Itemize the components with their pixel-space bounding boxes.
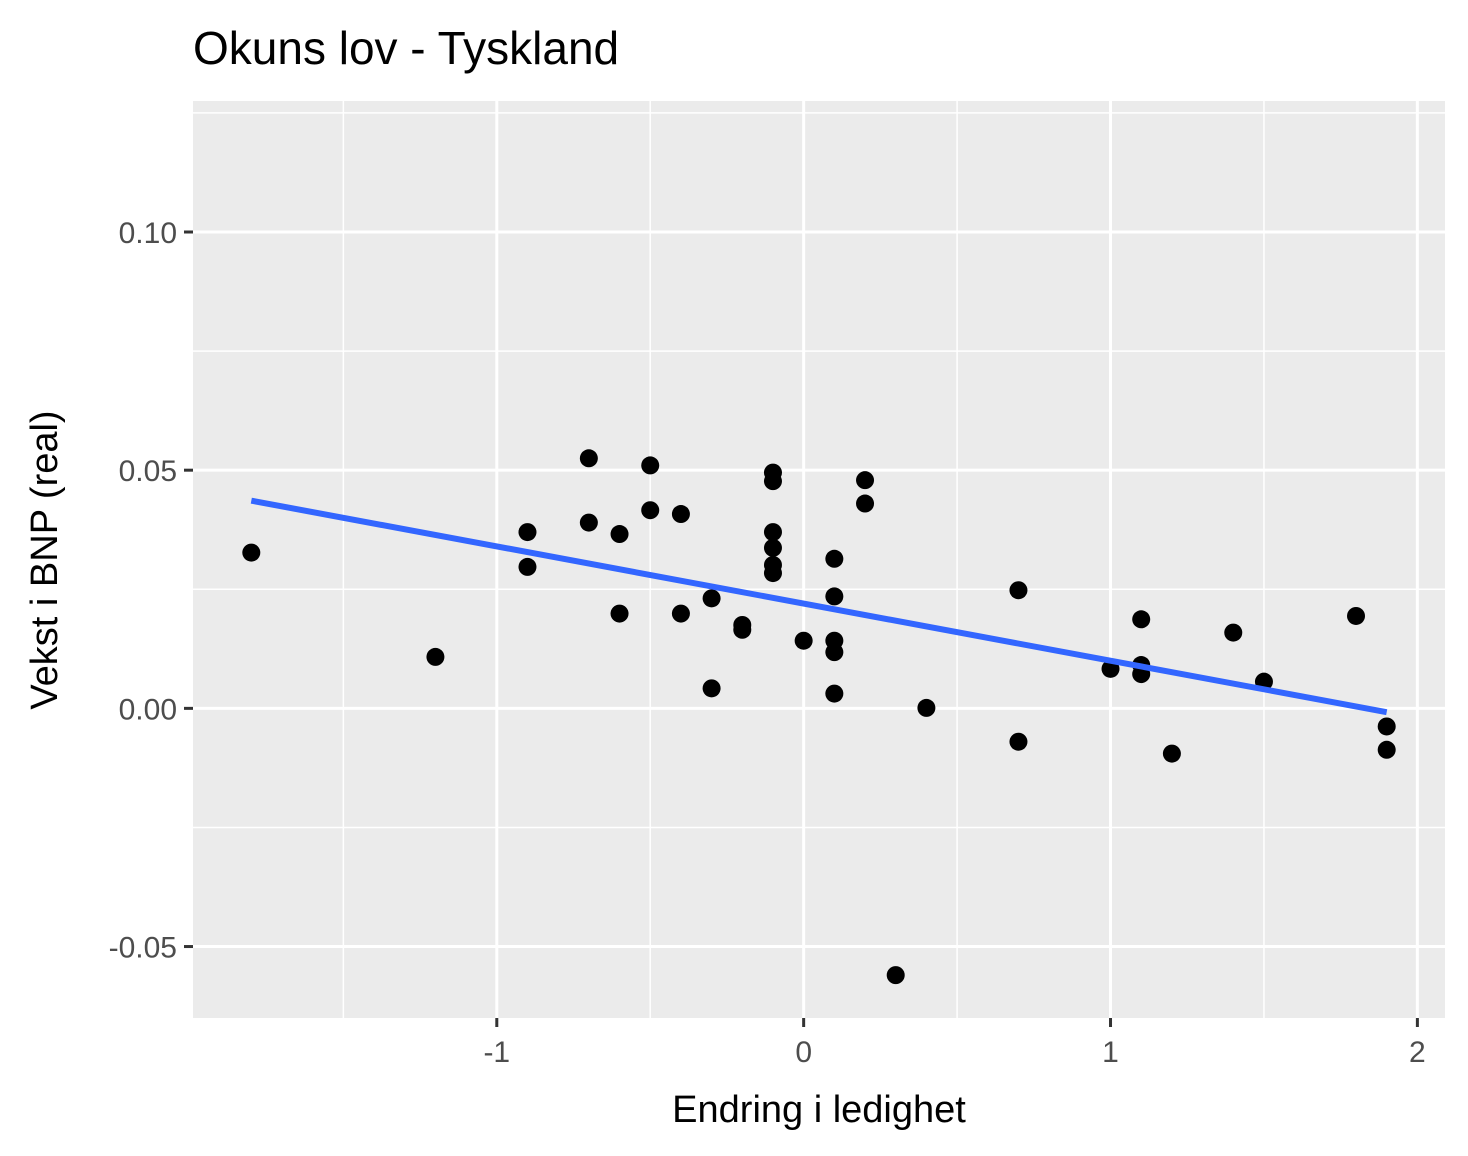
data-point — [917, 698, 936, 717]
regression-line — [250, 497, 1388, 716]
data-point — [763, 472, 782, 491]
y-tick-label: -0.05 — [109, 932, 177, 965]
data-point — [671, 604, 690, 623]
data-point — [763, 564, 782, 583]
data-point — [518, 523, 537, 542]
grid-major — [193, 101, 1445, 1018]
data-point — [1009, 581, 1028, 600]
data-point — [641, 456, 660, 475]
x-tick-label: -1 — [483, 1036, 510, 1069]
data-point — [702, 679, 721, 698]
data-point — [825, 684, 844, 703]
data-point — [1162, 744, 1181, 763]
data-point — [610, 604, 629, 623]
data-point — [886, 966, 905, 985]
chart-title: Okuns lov - Tyskland — [193, 22, 619, 74]
x-axis-title: Endring i ledighet — [672, 1089, 966, 1131]
y-tick-label: 0.10 — [119, 217, 177, 250]
data-point — [856, 494, 875, 513]
data-point — [702, 589, 721, 608]
data-point — [579, 449, 598, 468]
data-point — [610, 525, 629, 544]
data-point — [763, 523, 782, 542]
data-point — [825, 549, 844, 568]
x-tick-label: 1 — [1102, 1036, 1119, 1069]
y-axis-title: Vekst i BNP (real) — [24, 410, 66, 709]
data-point — [1224, 623, 1243, 642]
data-point — [825, 587, 844, 606]
panel-background — [193, 101, 1445, 1018]
data-point — [856, 471, 875, 490]
data-point — [763, 538, 782, 557]
data-point — [579, 513, 598, 532]
data-point — [426, 647, 445, 666]
y-tick-label: 0.00 — [119, 693, 177, 726]
data-point — [1009, 732, 1028, 751]
data-point — [733, 620, 752, 639]
data-point — [1377, 740, 1396, 759]
y-tick-label: 0.05 — [119, 455, 177, 488]
data-point — [1132, 610, 1151, 629]
data-point — [518, 557, 537, 576]
data-point — [1347, 606, 1366, 625]
data-points — [242, 449, 1396, 985]
x-axis: -1 0 1 2 — [483, 1018, 1426, 1069]
data-point — [641, 501, 660, 520]
data-point — [794, 631, 813, 650]
data-point — [242, 543, 261, 562]
data-point — [825, 643, 844, 662]
grid-minor — [193, 101, 1445, 1018]
x-tick-label: 2 — [1409, 1036, 1426, 1069]
data-point — [1377, 717, 1396, 736]
y-axis: -0.05 0.00 0.05 0.10 — [109, 217, 193, 965]
data-point — [671, 505, 690, 524]
x-tick-label: 0 — [795, 1036, 812, 1069]
plot-panel — [193, 101, 1445, 1018]
